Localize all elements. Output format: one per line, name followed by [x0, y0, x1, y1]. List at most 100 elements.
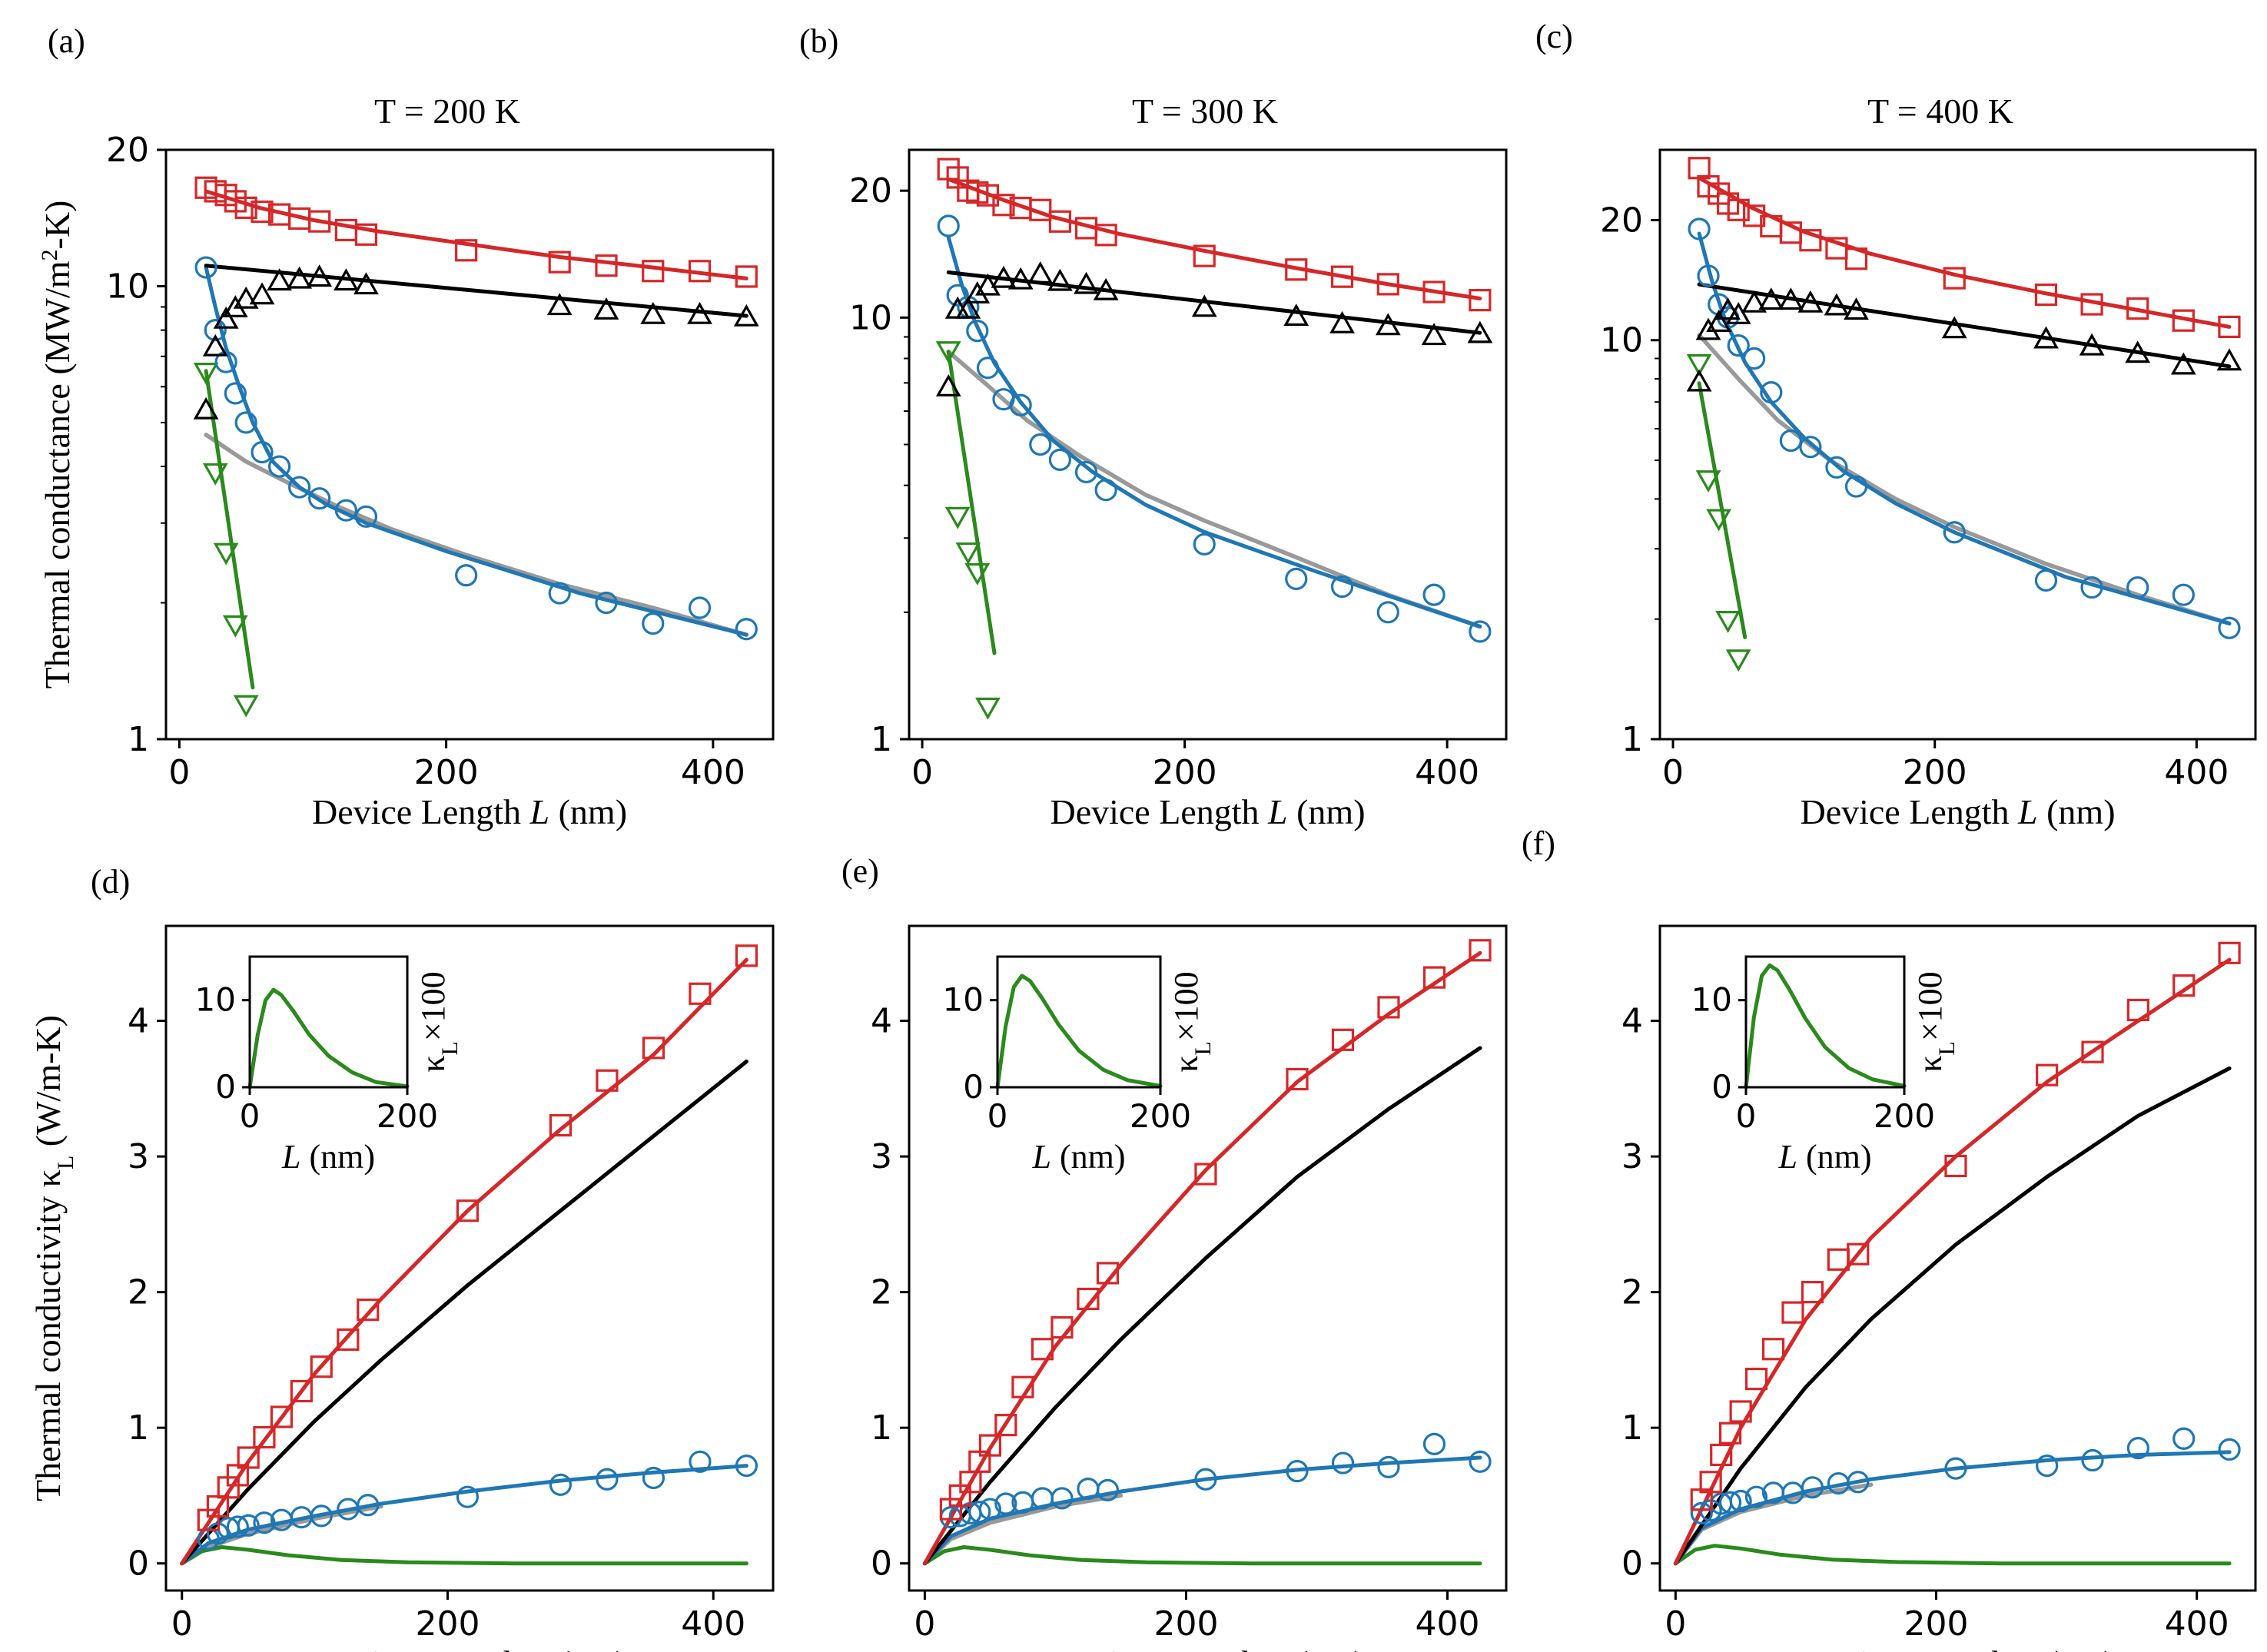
squares-marker	[1764, 1339, 1784, 1359]
circles-marker	[550, 1475, 570, 1494]
circles-line	[1699, 234, 2229, 623]
circles-marker	[1744, 349, 1764, 369]
y-tick-label: 4	[1621, 1002, 1643, 1041]
squares-marker	[358, 1300, 378, 1320]
y-tick-label: 3	[128, 1137, 149, 1176]
y-tick-label: 3	[1621, 1137, 1643, 1176]
y-axis-label: Thermal conductivity κL (W/m-K)	[28, 1015, 78, 1501]
panel-a: (a) T = 200 K 0 200 400 1 10 20 Device Length L …	[37, 22, 774, 831]
y-tick-label: 0	[871, 1544, 892, 1584]
panel-label: (d)	[91, 863, 130, 901]
up-triangles-marker	[1286, 306, 1306, 324]
inset-y-label: κL×100	[414, 971, 463, 1072]
x-tick-label: 200	[1153, 1604, 1218, 1644]
circles-marker	[938, 216, 958, 236]
chart-title: T = 200 K	[374, 91, 520, 131]
inset-chart: 0 200 0 10 L (nm) κL×100	[1691, 957, 1960, 1176]
y-tick-label: 1	[1621, 720, 1643, 759]
circles-marker	[1286, 569, 1306, 589]
y-axis-label: Thermal conductance (MW/m2-K)	[37, 201, 78, 689]
gray-fit-line	[1699, 335, 2229, 623]
down-triangles-marker	[977, 698, 998, 717]
x-axis-label: Device Length L (nm)	[1800, 792, 2115, 831]
panel-d: (d)020040001234Device Length L (nm)Therm…	[28, 863, 773, 1652]
panel-f: (f)020040001234Device Length L (nm)02000…	[1522, 824, 2255, 1652]
circles-marker	[1194, 534, 1214, 554]
y-tick-label: 2	[1621, 1273, 1643, 1312]
x-tick-label: 200	[1904, 1604, 1969, 1644]
panel-c: (c)T = 400 K0 200 40011020Device Length L …	[1535, 18, 2255, 831]
y-tick-label: 10	[849, 298, 892, 337]
circles-marker	[2219, 618, 2239, 638]
panel-b: (b)T = 300 K0 200 40011020Device Length L …	[799, 22, 1506, 831]
squares-marker	[1783, 1302, 1803, 1322]
black-line-line	[924, 1048, 1480, 1564]
gray-fit-line	[206, 435, 746, 635]
y-tick-label: 10	[1600, 321, 1643, 360]
chart-title: T = 400 K	[1867, 91, 2013, 131]
green-line-line	[924, 1548, 1480, 1564]
panel-label: (e)	[841, 852, 879, 890]
inset-y-label: κL×100	[1167, 971, 1216, 1072]
y-tick-label: 20	[1600, 201, 1643, 240]
x-tick-label: 200	[414, 753, 479, 792]
inset-x-tick-label: 200	[377, 1097, 438, 1135]
panel-label: (b)	[799, 22, 838, 60]
y-tick-label: 20	[849, 171, 892, 211]
circles-marker	[1470, 1451, 1490, 1471]
panel-label: (f)	[1522, 824, 1555, 862]
inset-background	[250, 957, 407, 1087]
y-tick-label: 1	[128, 720, 149, 759]
inset-background	[1746, 957, 1904, 1087]
x-tick-label: 200	[1903, 753, 1967, 792]
x-tick-label: 400	[1415, 1604, 1479, 1644]
x-tick-label: 400	[1415, 753, 1479, 792]
down-triangles-line	[948, 352, 994, 653]
circles-marker	[1050, 449, 1070, 469]
x-tick-label: 0	[1665, 1604, 1686, 1644]
down-triangles-marker	[958, 544, 978, 562]
circles-marker	[2219, 1439, 2239, 1459]
x-axis-label: Device Length L (nm)	[1050, 1644, 1365, 1652]
x-tick-label: 400	[2164, 753, 2229, 792]
y-tick-label: 4	[128, 1002, 149, 1041]
y-tick-label: 0	[128, 1544, 149, 1584]
y-tick-label: 10	[106, 267, 149, 306]
circles-marker	[1379, 1457, 1399, 1477]
down-triangles-marker	[1718, 612, 1738, 631]
up-triangles-marker	[356, 275, 377, 294]
squares-marker	[1802, 1282, 1822, 1302]
panel-label: (a)	[48, 22, 85, 60]
circles-marker	[2036, 570, 2056, 590]
circles-marker	[2083, 1451, 2103, 1471]
squares-marker	[596, 256, 616, 276]
gray-fit-line	[1675, 1484, 1870, 1563]
inset-chart: 0 200 0 10 L (nm) κL×100	[943, 957, 1216, 1176]
inset-y-tick-label: 10	[195, 981, 236, 1019]
squares-marker	[643, 261, 663, 281]
inset-y-tick-label: 10	[1691, 981, 1732, 1019]
x-tick-label: 0	[168, 753, 190, 792]
circles-marker	[1333, 1453, 1353, 1473]
down-triangles-marker	[236, 696, 257, 715]
circles-marker	[2173, 585, 2193, 605]
inset-x-label: L (nm)	[1031, 1138, 1125, 1176]
panel-label: (c)	[1535, 18, 1573, 55]
y-tick-label: 3	[871, 1137, 892, 1176]
squares-marker	[1689, 158, 1709, 178]
inset-x-tick-label: 0	[987, 1097, 1008, 1135]
inset-y-label: κL×100	[1911, 971, 1960, 1072]
circles-marker	[1378, 602, 1398, 622]
panel-e: (e)020040001234Device Length L (nm)02000…	[841, 852, 1506, 1652]
y-tick-label: 1	[871, 720, 892, 759]
squares-marker	[736, 946, 756, 966]
inset-x-tick-label: 200	[1130, 1097, 1191, 1135]
gray-fit-line	[948, 352, 1480, 627]
circles-line	[948, 237, 1480, 627]
x-tick-label: 400	[2165, 1604, 2229, 1644]
plot-frame	[909, 150, 1506, 739]
squares-marker	[1746, 1369, 1766, 1389]
squares-marker	[1196, 1164, 1216, 1184]
circles-marker	[1424, 1434, 1444, 1454]
y-tick-label: 4	[871, 1002, 892, 1041]
